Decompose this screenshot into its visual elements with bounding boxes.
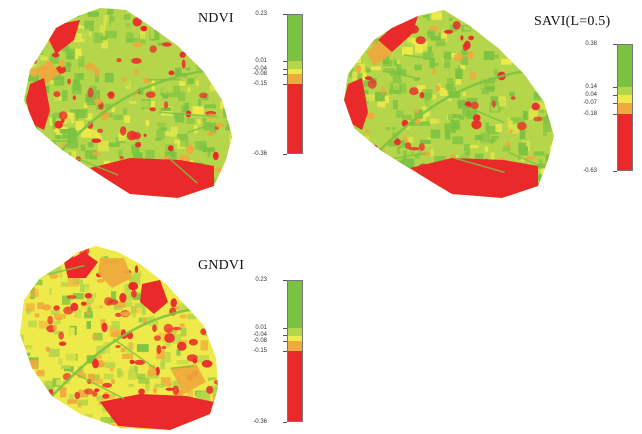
savi-panel: SAVI(L=0.5) 0.38 0.14 0.04 -0.07 -0.18 -0.63 bbox=[322, 0, 642, 215]
savi-map bbox=[344, 10, 554, 198]
legend-tick bbox=[613, 114, 617, 116]
legend-segment-orange bbox=[288, 341, 302, 351]
legend-tick bbox=[283, 74, 287, 76]
legend-label: -0.63 bbox=[583, 168, 597, 174]
legend-label: 0.01 bbox=[255, 57, 267, 64]
legend-tick bbox=[283, 280, 287, 281]
ndvi-map bbox=[24, 8, 232, 198]
legend-label: 0.23 bbox=[255, 277, 267, 283]
legend-tick bbox=[283, 327, 287, 329]
legend-tick bbox=[613, 171, 617, 172]
legend-label: -0.15 bbox=[253, 81, 267, 87]
legend-segment-red bbox=[288, 351, 302, 421]
legend-label: -0.08 bbox=[253, 71, 267, 78]
legend-segment-yellow bbox=[618, 95, 632, 104]
legend-label: -0.07 bbox=[583, 100, 597, 107]
legend-tick bbox=[283, 422, 287, 423]
legend-label: 0.14 bbox=[585, 83, 597, 90]
legend-segment-orange bbox=[618, 103, 632, 115]
legend-segment-red bbox=[288, 84, 302, 153]
legend-segment-light-green bbox=[288, 61, 302, 69]
legend-label: -0.36 bbox=[253, 151, 267, 157]
legend-segment-orange bbox=[288, 74, 302, 84]
legend-label: -0.04 bbox=[253, 65, 267, 72]
legend-segment-green bbox=[618, 45, 632, 87]
legend-label: -0.36 bbox=[253, 419, 267, 425]
legend-label: -0.18 bbox=[583, 111, 597, 118]
gndvi-map bbox=[20, 246, 218, 430]
legend-segment-yellow bbox=[288, 68, 302, 75]
legend-label: -0.15 bbox=[253, 348, 267, 354]
legend-label: -0.04 bbox=[253, 332, 267, 339]
legend-label: -0.08 bbox=[253, 338, 267, 345]
gndvi-title: GNDVI bbox=[198, 258, 245, 273]
legend-tick bbox=[283, 335, 287, 337]
legend-tick bbox=[613, 94, 617, 96]
legend-label: 0.01 bbox=[255, 324, 267, 331]
legend-segment-green bbox=[288, 281, 302, 328]
vegetation-index-raster bbox=[24, 8, 232, 198]
ndvi-panel: NDVI 0.23 0.01 -0.04 -0.08 -0.15 -0.36 bbox=[0, 0, 320, 215]
legend-label: 0.38 bbox=[585, 41, 597, 47]
legend-segment-red bbox=[618, 114, 632, 170]
legend-tick bbox=[283, 351, 287, 352]
savi-legend-bar bbox=[617, 44, 633, 171]
gndvi-panel: GNDVI 0.23 0.01 -0.04 -0.08 -0.15 -0.36 bbox=[0, 218, 320, 434]
savi-title: SAVI(L=0.5) bbox=[534, 14, 611, 29]
ndvi-legend-bar bbox=[287, 14, 303, 154]
legend-tick bbox=[283, 68, 287, 70]
legend-tick bbox=[283, 84, 287, 85]
vegetation-index-raster bbox=[20, 246, 218, 430]
legend-tick bbox=[283, 60, 287, 62]
ndvi-title: NDVI bbox=[198, 11, 234, 26]
legend-segment-yellow bbox=[288, 335, 302, 342]
legend-label: 0.23 bbox=[255, 11, 267, 17]
legend-label: 0.04 bbox=[585, 91, 597, 98]
legend-tick bbox=[613, 44, 617, 45]
legend-tick bbox=[613, 103, 617, 105]
gndvi-legend-bar bbox=[287, 280, 303, 422]
legend-segment-green bbox=[288, 15, 302, 62]
legend-tick bbox=[283, 341, 287, 343]
legend-tick bbox=[283, 154, 287, 155]
legend-tick bbox=[613, 86, 617, 88]
legend-segment-light-green bbox=[288, 327, 302, 336]
legend-tick bbox=[283, 14, 287, 15]
legend-segment-light-green bbox=[618, 86, 632, 95]
